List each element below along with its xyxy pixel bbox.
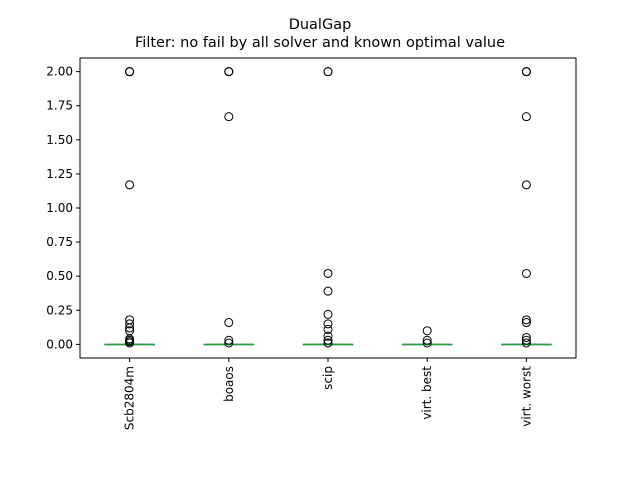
x-tick-label: virt. worst xyxy=(519,366,533,427)
outlier-point xyxy=(323,331,333,341)
outlier-point xyxy=(422,338,432,348)
axes-frame xyxy=(79,57,577,359)
outlier-point xyxy=(125,323,135,333)
y-tick-label: 1.25 xyxy=(46,167,73,181)
outlier-point xyxy=(521,315,531,325)
y-tick-label: 0.25 xyxy=(46,303,73,317)
plot-area: 0.00 0.25 0.50 0.75 1.00 1.25 1.50 1.75 2.00 Scb2… xyxy=(46,65,552,430)
y-tick-label: 1.00 xyxy=(46,201,73,215)
outlier-point xyxy=(323,319,333,329)
outlier-point xyxy=(323,67,333,77)
outlier-point xyxy=(125,67,135,77)
outlier-point xyxy=(521,333,531,343)
outlier-point xyxy=(125,180,135,190)
outlier-point xyxy=(224,67,234,77)
outlier-point xyxy=(224,318,234,328)
outlier-point xyxy=(224,338,234,348)
y-tick-label: 1.75 xyxy=(46,99,73,113)
outlier-point xyxy=(521,268,531,278)
outlier-point xyxy=(422,326,432,336)
outlier-point xyxy=(521,338,531,348)
outlier-point xyxy=(224,335,234,345)
outlier-point xyxy=(323,268,333,278)
outlier-point xyxy=(323,324,333,334)
outlier-point xyxy=(521,180,531,190)
outlier-point xyxy=(323,309,333,319)
y-tick-label: 1.50 xyxy=(46,133,73,147)
outlier-point xyxy=(125,319,135,329)
x-tick-label: scip xyxy=(321,366,335,390)
outlier-point xyxy=(224,112,234,122)
outlier-point xyxy=(521,67,531,77)
x-tick-label: virt. best xyxy=(420,366,434,420)
x-tick-label: boaos xyxy=(222,366,236,402)
outlier-point xyxy=(521,318,531,328)
chart-subtitle: Filter: no fail by all solver and known … xyxy=(135,35,505,51)
outlier-point xyxy=(323,338,333,348)
outlier-point xyxy=(422,335,432,345)
y-tick-label: 2.00 xyxy=(46,65,73,79)
y-tick-label: 0.75 xyxy=(46,235,73,249)
y-tick-label: 0.00 xyxy=(46,337,73,351)
outlier-point xyxy=(521,335,531,345)
y-tick-label: 0.50 xyxy=(46,269,73,283)
outlier-point xyxy=(323,335,333,345)
outlier-point xyxy=(125,338,135,348)
chart-title: DualGap xyxy=(288,17,352,33)
outlier-point xyxy=(521,112,531,122)
x-tick-label: Scb2804m xyxy=(123,366,137,430)
outlier-point xyxy=(323,286,333,296)
